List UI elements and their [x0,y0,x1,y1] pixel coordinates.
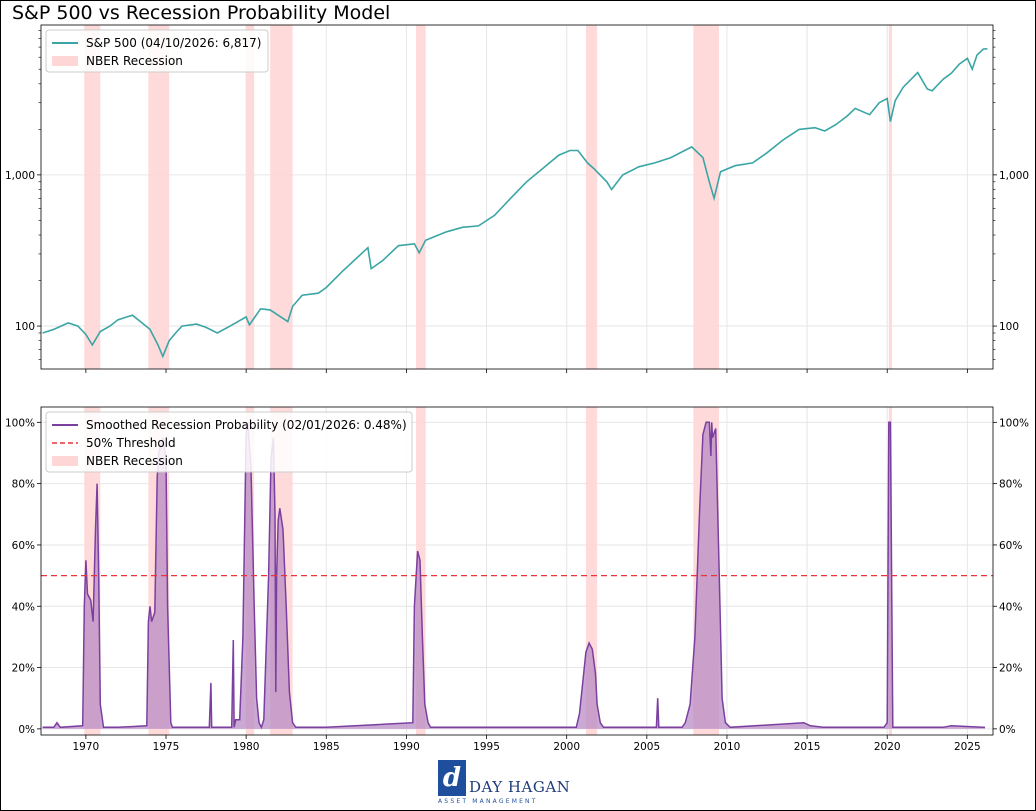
y-tick-label-right: 0% [999,724,1016,736]
y-tick-label: 100 [15,321,35,333]
y-tick-label: 80% [12,479,35,491]
legend-swatch-recession [52,456,78,466]
x-tick-label: 1975 [153,741,180,753]
recession-band [246,25,255,369]
y-tick-label-right: 60% [999,540,1022,552]
logo-subtitle: ASSET MANAGEMENT [438,798,538,805]
legend-label: NBER Recession [86,54,183,68]
y-tick-label: 20% [12,663,35,675]
sp500-line [42,48,988,359]
recession-band [416,25,426,369]
legend-box [45,411,413,473]
legend-label: NBER Recession [86,454,183,468]
legend-swatch-recession [52,56,78,66]
recession-band [84,25,101,369]
x-tick-label: 2010 [714,741,741,753]
probability-line [42,421,986,730]
logo-name: DAY HAGAN [469,778,571,796]
legend-label: Smoothed Recession Probability (02/01/20… [86,418,407,432]
y-tick-label-right: 40% [999,601,1022,613]
recession-band [585,407,598,735]
y-tick-label-right: 100 [999,321,1019,333]
legend-box [45,29,269,73]
y-tick-label-right: 1,000 [999,170,1029,182]
y-tick-label: 0% [18,724,35,736]
day-hagan-logo: d DAY HAGAN ASSET MANAGEMENT [438,758,571,808]
x-tick-label: 1990 [393,741,420,753]
axes-frame [40,406,994,736]
recession-band [148,25,170,369]
y-tick-label: 100% [5,417,35,429]
x-tick-label: 1985 [313,741,340,753]
x-tick-label: 2015 [794,741,821,753]
recession-band [888,25,893,369]
y-tick-label: 60% [12,540,35,552]
legend-label: S&P 500 (04/10/2026: 6,817) [86,36,261,50]
axes-frame [40,24,994,370]
x-tick-label: 2005 [633,741,660,753]
x-tick-label: 1980 [233,741,260,753]
recession-band [270,25,293,369]
logo-mark-icon: d [438,760,466,796]
y-tick-label-right: 20% [999,663,1022,675]
sp500-panel: 100 100 1,000 1,000 S&P 500 (04/10/2026: 6,8… [5,24,1029,373]
x-tick-label: 1995 [473,741,500,753]
y-tick-label: 1,000 [5,170,35,182]
page-title: S&P 500 vs Recession Probability Model [12,2,391,24]
y-tick-label-right: 100% [999,417,1029,429]
recession-band [585,25,598,369]
x-tick-label: 1970 [73,741,100,753]
y-tick-label: 40% [12,601,35,613]
recession-probability-panel: 0% 0% 20% 20% 40% 40% 60% 60% 80% 80% 100% 100% 1970… [5,406,1029,753]
probability-area [42,422,986,729]
x-tick-label: 2020 [874,741,901,753]
y-tick-label-right: 80% [999,479,1022,491]
x-tick-label: 2000 [553,741,580,753]
x-tick-label: 2025 [954,741,981,753]
legend-label: 50% Threshold [86,436,176,450]
